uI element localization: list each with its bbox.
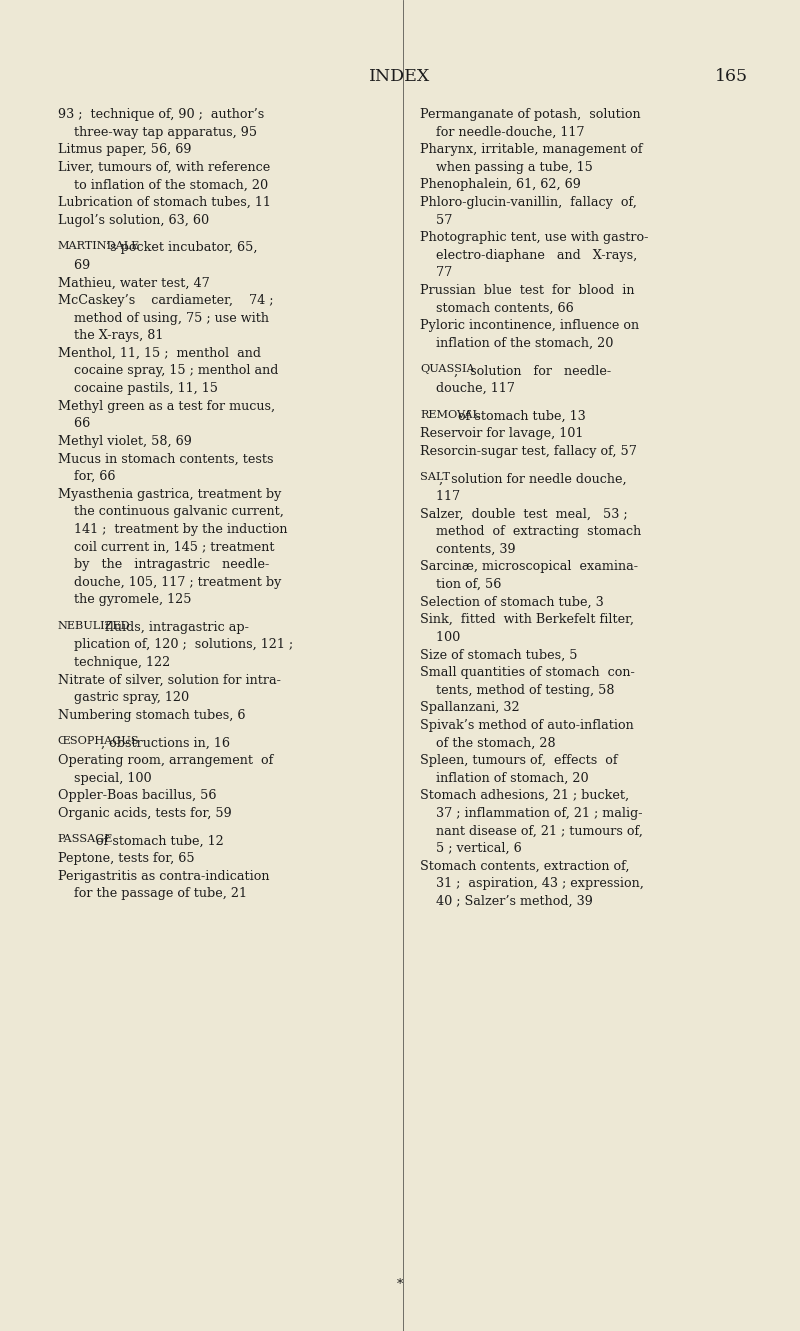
Text: the continuous galvanic current,: the continuous galvanic current, [58, 506, 283, 518]
Text: 5 ; vertical, 6: 5 ; vertical, 6 [420, 843, 522, 855]
Text: Lugol’s solution, 63, 60: Lugol’s solution, 63, 60 [58, 213, 209, 226]
Text: three-way tap apparatus, 95: three-way tap apparatus, 95 [58, 125, 257, 138]
Text: of the stomach, 28: of the stomach, 28 [420, 736, 556, 749]
Text: contents, 39: contents, 39 [420, 543, 516, 556]
Text: of stomach tube, 13: of stomach tube, 13 [454, 410, 586, 423]
Text: Stomach contents, extraction of,: Stomach contents, extraction of, [420, 860, 630, 873]
Text: Pharynx, irritable, management of: Pharynx, irritable, management of [420, 144, 642, 156]
Text: fluids, intragastric ap-: fluids, intragastric ap- [102, 620, 249, 634]
Text: Methyl violet, 58, 69: Methyl violet, 58, 69 [58, 435, 191, 447]
Text: cocaine pastils, 11, 15: cocaine pastils, 11, 15 [58, 382, 218, 395]
Text: inflation of the stomach, 20: inflation of the stomach, 20 [420, 337, 614, 350]
Text: 100: 100 [420, 631, 460, 644]
Text: 77: 77 [420, 266, 452, 280]
Text: 40 ; Salzer’s method, 39: 40 ; Salzer’s method, 39 [420, 894, 593, 908]
Text: Pyloric incontinence, influence on: Pyloric incontinence, influence on [420, 319, 639, 333]
Text: NEBULIZED: NEBULIZED [58, 620, 130, 631]
Text: 66: 66 [58, 417, 90, 430]
Text: Photographic tent, use with gastro-: Photographic tent, use with gastro- [420, 232, 648, 244]
Text: Organic acids, tests for, 59: Organic acids, tests for, 59 [58, 807, 231, 820]
Text: Oppler-Boas bacillus, 56: Oppler-Boas bacillus, 56 [58, 789, 216, 803]
Text: douche, 117: douche, 117 [420, 382, 515, 395]
Text: plication of, 120 ;  solutions, 121 ;: plication of, 120 ; solutions, 121 ; [58, 639, 293, 651]
Text: nant disease of, 21 ; tumours of,: nant disease of, 21 ; tumours of, [420, 824, 643, 837]
Text: electro-diaphane   and   X-rays,: electro-diaphane and X-rays, [420, 249, 638, 262]
Text: technique, 122: technique, 122 [58, 656, 170, 669]
Text: by   the   intragastric   needle-: by the intragastric needle- [58, 558, 269, 571]
Text: McCaskey’s    cardiameter,    74 ;: McCaskey’s cardiameter, 74 ; [58, 294, 273, 307]
Text: Sarcinæ, microscopical  examina-: Sarcinæ, microscopical examina- [420, 560, 638, 574]
Text: Mucus in stomach contents, tests: Mucus in stomach contents, tests [58, 453, 273, 466]
Text: MARTINDALE: MARTINDALE [58, 241, 140, 252]
Text: 69: 69 [58, 258, 90, 272]
Text: Perigastritis as contra-indication: Perigastritis as contra-indication [58, 869, 269, 882]
Text: coil current in, 145 ; treatment: coil current in, 145 ; treatment [58, 540, 274, 554]
Text: method of using, 75 ; use with: method of using, 75 ; use with [58, 311, 269, 325]
Text: ,  solution for needle douche,: , solution for needle douche, [439, 473, 627, 486]
Text: inflation of stomach, 20: inflation of stomach, 20 [420, 772, 589, 784]
Text: to inflation of the stomach, 20: to inflation of the stomach, 20 [58, 178, 268, 192]
Text: Phloro-glucin-vanillin,  fallacy  of,: Phloro-glucin-vanillin, fallacy of, [420, 196, 637, 209]
Text: method  of  extracting  stomach: method of extracting stomach [420, 526, 642, 538]
Text: REMOVAL: REMOVAL [420, 410, 480, 419]
Text: Lubrication of stomach tubes, 11: Lubrication of stomach tubes, 11 [58, 196, 270, 209]
Text: Selection of stomach tube, 3: Selection of stomach tube, 3 [420, 595, 604, 608]
Text: for the passage of tube, 21: for the passage of tube, 21 [58, 888, 246, 900]
Text: Menthol, 11, 15 ;  menthol  and: Menthol, 11, 15 ; menthol and [58, 347, 261, 359]
Text: tents, method of testing, 58: tents, method of testing, 58 [420, 684, 614, 696]
Text: douche, 105, 117 ; treatment by: douche, 105, 117 ; treatment by [58, 575, 281, 588]
Text: Numbering stomach tubes, 6: Numbering stomach tubes, 6 [58, 709, 245, 721]
Text: ’s pocket incubator, 65,: ’s pocket incubator, 65, [106, 241, 258, 254]
Text: Size of stomach tubes, 5: Size of stomach tubes, 5 [420, 648, 578, 662]
Text: Spivak’s method of auto-inflation: Spivak’s method of auto-inflation [420, 719, 634, 732]
Text: tion of, 56: tion of, 56 [420, 578, 502, 591]
Text: cocaine spray, 15 ; menthol and: cocaine spray, 15 ; menthol and [58, 365, 278, 378]
Text: the X-rays, 81: the X-rays, 81 [58, 329, 163, 342]
Text: SALT: SALT [420, 473, 450, 482]
Text: *: * [397, 1278, 403, 1291]
Text: ŒSOPHAGUS: ŒSOPHAGUS [58, 736, 139, 747]
Text: INDEX: INDEX [370, 68, 430, 85]
Text: Salzer,  double  test  meal,   53 ;: Salzer, double test meal, 53 ; [420, 507, 628, 520]
Text: Phenophalein, 61, 62, 69: Phenophalein, 61, 62, 69 [420, 178, 581, 192]
Text: Reservoir for lavage, 101: Reservoir for lavage, 101 [420, 427, 583, 441]
Text: Spleen, tumours of,  effects  of: Spleen, tumours of, effects of [420, 753, 618, 767]
Text: Liver, tumours of, with reference: Liver, tumours of, with reference [58, 161, 270, 174]
Text: for, 66: for, 66 [58, 470, 115, 483]
Text: of stomach tube, 12: of stomach tube, 12 [92, 835, 223, 848]
Text: Resorcin-sugar test, fallacy of, 57: Resorcin-sugar test, fallacy of, 57 [420, 445, 637, 458]
Text: Mathieu, water test, 47: Mathieu, water test, 47 [58, 277, 210, 289]
Text: QUASSIA: QUASSIA [420, 365, 474, 374]
Text: Litmus paper, 56, 69: Litmus paper, 56, 69 [58, 144, 191, 156]
Text: Small quantities of stomach  con-: Small quantities of stomach con- [420, 666, 634, 679]
Text: 57: 57 [420, 213, 452, 226]
Text: PASSAGE: PASSAGE [58, 835, 113, 844]
Text: for needle-douche, 117: for needle-douche, 117 [420, 125, 585, 138]
Text: Myasthenia gastrica, treatment by: Myasthenia gastrica, treatment by [58, 487, 281, 500]
Text: Permanganate of potash,  solution: Permanganate of potash, solution [420, 108, 641, 121]
Text: when passing a tube, 15: when passing a tube, 15 [420, 161, 593, 174]
Text: Peptone, tests for, 65: Peptone, tests for, 65 [58, 852, 194, 865]
Text: 37 ; inflammation of, 21 ; malig-: 37 ; inflammation of, 21 ; malig- [420, 807, 642, 820]
Text: the gyromele, 125: the gyromele, 125 [58, 594, 191, 606]
Text: ,   solution   for   needle-: , solution for needle- [454, 365, 611, 378]
Text: Operating room, arrangement  of: Operating room, arrangement of [58, 753, 273, 767]
Text: 117: 117 [420, 490, 460, 503]
Text: 31 ;  aspiration, 43 ; expression,: 31 ; aspiration, 43 ; expression, [420, 877, 644, 890]
Text: Methyl green as a test for mucus,: Methyl green as a test for mucus, [58, 399, 274, 413]
Text: gastric spray, 120: gastric spray, 120 [58, 691, 189, 704]
Text: Sink,  fitted  with Berkefelt filter,: Sink, fitted with Berkefelt filter, [420, 614, 634, 626]
Text: 165: 165 [715, 68, 748, 85]
Text: Nitrate of silver, solution for intra-: Nitrate of silver, solution for intra- [58, 673, 281, 687]
Text: Prussian  blue  test  for  blood  in: Prussian blue test for blood in [420, 284, 634, 297]
Text: 141 ;  treatment by the induction: 141 ; treatment by the induction [58, 523, 287, 536]
Text: special, 100: special, 100 [58, 772, 151, 784]
Text: Stomach adhesions, 21 ; bucket,: Stomach adhesions, 21 ; bucket, [420, 789, 629, 803]
Text: 93 ;  technique of, 90 ;  author’s: 93 ; technique of, 90 ; author’s [58, 108, 264, 121]
Text: stomach contents, 66: stomach contents, 66 [420, 302, 574, 314]
Text: , obstructions in, 16: , obstructions in, 16 [102, 736, 230, 749]
Text: Spallanzani, 32: Spallanzani, 32 [420, 701, 520, 715]
